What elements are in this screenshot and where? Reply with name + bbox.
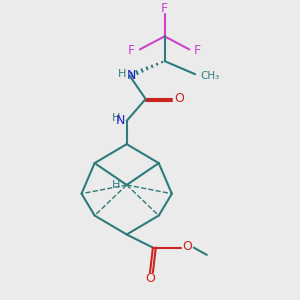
Text: F: F	[161, 2, 168, 15]
Text: O: O	[182, 240, 192, 253]
Text: F: F	[194, 44, 201, 57]
Text: N: N	[126, 69, 136, 82]
Text: CH₃: CH₃	[200, 71, 220, 81]
Text: H: H	[112, 113, 121, 123]
Text: O: O	[145, 272, 155, 285]
Text: F: F	[128, 44, 135, 57]
Text: H: H	[118, 69, 126, 79]
Text: H: H	[112, 180, 121, 190]
Text: N: N	[116, 114, 125, 127]
Text: O: O	[174, 92, 184, 106]
